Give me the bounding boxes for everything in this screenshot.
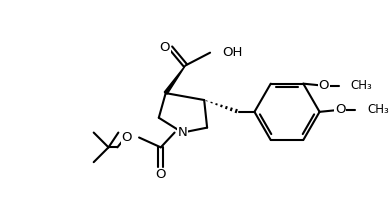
Text: O: O [160,41,170,54]
Text: N: N [178,126,187,139]
Text: O: O [156,168,166,181]
Text: OH: OH [222,46,242,59]
Text: CH₃: CH₃ [367,103,388,116]
Text: O: O [122,131,132,144]
Text: O: O [335,103,345,116]
Text: CH₃: CH₃ [350,79,372,92]
Polygon shape [164,65,185,94]
Text: O: O [319,79,329,92]
